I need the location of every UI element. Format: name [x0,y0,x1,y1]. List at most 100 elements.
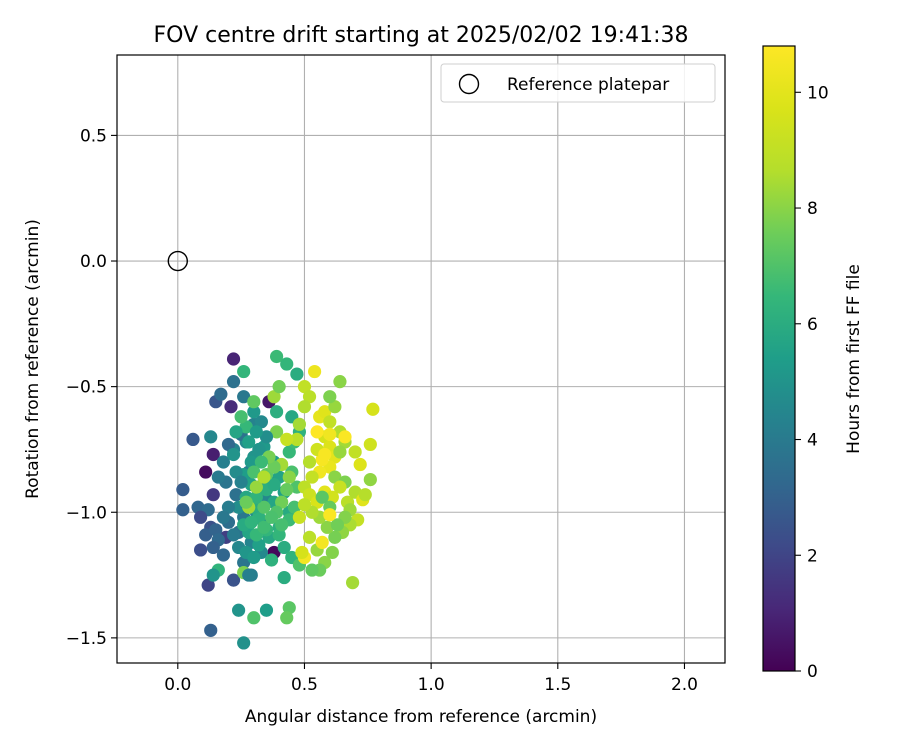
x-axis-ticks: 0.0 0.5 1.0 1.5 2.0 [164,663,698,695]
x-tick-label: 0.0 [164,675,191,695]
data-point-195 [257,500,271,514]
data-point-88 [297,380,312,394]
data-point-3 [226,352,241,366]
data-point-118 [325,490,339,504]
data-point-74 [287,500,301,514]
data-point-179 [226,447,241,462]
colorbar-ticks: 0 2 4 6 8 10 [795,83,829,682]
colorbar-tick-label: 6 [807,315,818,335]
reference-platepar-marker [167,250,189,272]
data-point-95 [318,405,332,419]
data-point-4 [224,400,238,414]
data-point-151 [315,490,329,504]
y-tick-label: 0.0 [80,252,107,272]
colorbar-tick-label: 0 [807,662,818,682]
x-tick-label: 1.5 [544,675,571,695]
data-point-193 [257,520,271,534]
data-point-184 [226,528,241,542]
data-point-136 [302,530,317,544]
data-point-141 [305,563,319,577]
data-point-161 [280,483,294,497]
data-point-35 [221,437,236,452]
data-point-28 [216,455,230,469]
reference-marker-layer [167,250,189,272]
data-point-77 [282,445,296,459]
data-point-112 [302,455,317,469]
colorbar-tick-label: 4 [807,431,818,451]
grid-lines [117,55,725,663]
data-point-85 [267,390,281,404]
colorbar-tick-label: 10 [807,83,829,103]
data-point-130 [328,530,342,544]
data-point-65 [237,636,251,650]
data-point-205 [249,425,263,439]
data-point-142 [346,576,360,590]
data-point-187 [247,550,261,565]
data-point-2 [206,447,220,462]
data-point-198 [267,478,281,492]
data-point-210 [242,568,256,582]
data-point-98 [333,375,347,389]
data-point-200 [267,460,281,474]
data-point-81 [290,367,304,381]
data-point-17 [194,510,208,524]
data-point-157 [323,427,337,441]
data-point-144 [295,545,309,560]
colorbar-tick-label: 8 [807,199,818,219]
data-point-83 [270,349,284,364]
data-point-14 [176,503,190,517]
data-point-87 [270,425,284,439]
data-point-178 [229,425,243,439]
data-point-92 [290,432,304,446]
data-point-212 [206,568,220,582]
data-point-202 [254,455,268,469]
data-point-183 [216,510,230,524]
data-point-123 [363,437,377,452]
data-point-27 [211,470,225,484]
data-point-206 [247,395,261,409]
data-point-203 [247,465,261,479]
data-point-172 [252,442,266,457]
data-point-97 [328,400,342,414]
data-point-158 [280,432,294,446]
data-point-13 [176,483,190,497]
plot-frame [116,54,726,664]
data-point-191 [244,515,258,529]
data-point-90 [297,400,312,414]
data-point-89 [302,390,317,404]
data-point-173 [259,430,274,444]
data-point-82 [280,357,294,371]
data-point-153 [315,535,329,550]
data-point-33 [237,555,251,570]
data-point-67 [247,611,261,625]
data-point-171 [244,455,258,469]
legend: Reference platepar [440,63,716,103]
x-axis-label: Angular distance from reference (arcmin) [245,707,597,727]
data-point-181 [234,475,248,489]
colorbar-tick-label: 2 [807,546,818,566]
y-axis-ticks: −1.5 −1.0 −0.5 0.0 0.5 [66,126,117,649]
data-point-15 [191,500,205,514]
data-point-162 [275,495,289,509]
y-tick-label: −1.5 [66,629,107,649]
data-point-177 [234,410,248,424]
data-point-91 [292,417,306,431]
chart-title: FOV centre drift starting at 2025/02/02 … [154,23,689,48]
data-point-164 [275,518,289,532]
legend-entry-reference-platepar: Reference platepar [507,75,669,95]
y-tick-label: 0.5 [80,126,107,146]
data-point-12 [186,432,200,446]
data-point-176 [239,420,253,434]
data-point-93 [308,364,322,379]
data-point-20 [209,523,223,537]
y-axis-label: Rotation from reference (arcmin) [23,219,43,499]
data-point-99 [323,390,337,404]
data-point-60 [277,540,291,555]
data-point-70 [277,570,291,585]
data-point-0 [199,465,213,479]
colorbar-label: Hours from first FF file [844,264,864,454]
data-point-25 [229,488,243,502]
data-point-156 [310,425,324,439]
